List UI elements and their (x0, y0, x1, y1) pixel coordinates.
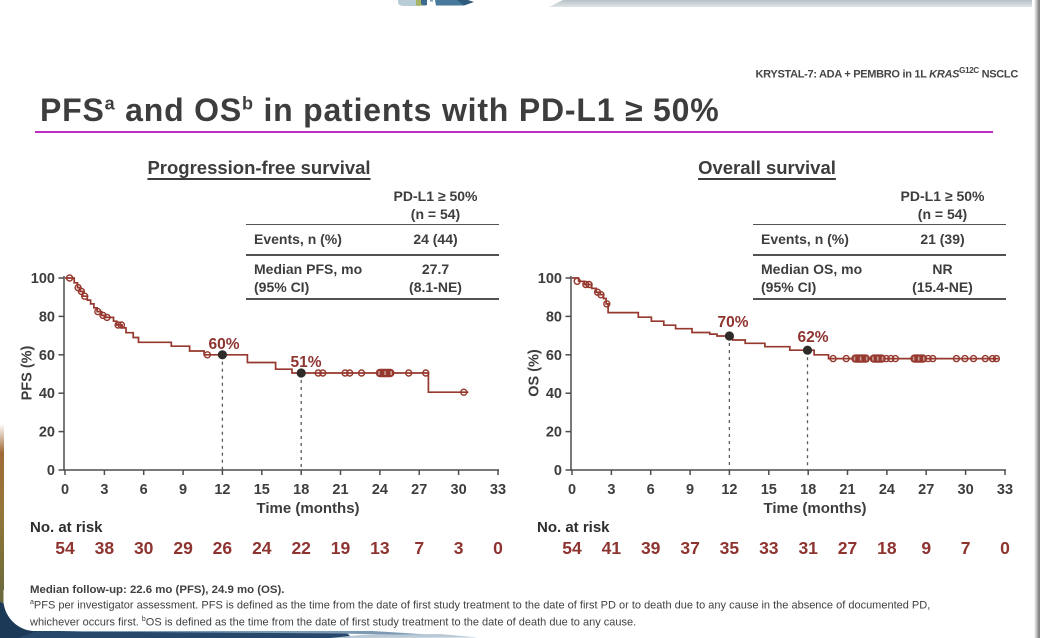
svg-text:3: 3 (607, 482, 615, 498)
svg-text:80: 80 (546, 309, 562, 325)
svg-text:21: 21 (839, 482, 855, 498)
svg-text:60: 60 (546, 348, 562, 364)
svg-text:12: 12 (214, 482, 230, 498)
svg-text:15: 15 (761, 482, 777, 498)
svg-text:6: 6 (140, 482, 148, 498)
svg-text:62%: 62% (797, 329, 828, 346)
svg-text:0: 0 (1000, 538, 1010, 558)
svg-text:100: 100 (31, 271, 55, 287)
svg-text:39: 39 (641, 538, 661, 558)
svg-text:24: 24 (372, 482, 388, 498)
svg-text:33: 33 (997, 482, 1013, 498)
svg-text:54: 54 (55, 538, 75, 558)
svg-text:15: 15 (254, 482, 270, 498)
svg-text:0: 0 (568, 482, 576, 498)
svg-text:27: 27 (918, 482, 934, 498)
svg-text:12: 12 (721, 482, 737, 498)
svg-text:37: 37 (680, 538, 699, 558)
svg-text:18: 18 (877, 538, 897, 558)
svg-text:18: 18 (293, 482, 309, 498)
svg-text:9: 9 (921, 538, 931, 558)
svg-text:33: 33 (759, 538, 779, 558)
svg-text:70%: 70% (717, 314, 748, 331)
svg-text:Time (months): Time (months) (763, 500, 866, 517)
svg-text:3: 3 (100, 482, 108, 498)
svg-text:OS (%): OS (%) (527, 349, 543, 397)
svg-text:No. at risk: No. at risk (30, 519, 103, 536)
svg-text:80: 80 (39, 309, 55, 325)
svg-text:35: 35 (720, 538, 740, 558)
svg-text:60: 60 (39, 348, 55, 364)
svg-text:No. at risk: No. at risk (537, 519, 610, 536)
svg-text:7: 7 (414, 538, 424, 558)
svg-text:29: 29 (173, 538, 193, 558)
svg-text:40: 40 (546, 386, 562, 402)
svg-text:9: 9 (179, 482, 187, 498)
svg-text:24: 24 (879, 482, 895, 498)
svg-text:30: 30 (451, 482, 467, 498)
svg-text:3: 3 (454, 538, 464, 558)
svg-text:6: 6 (647, 482, 655, 498)
svg-text:13: 13 (370, 538, 390, 558)
svg-text:100: 100 (538, 271, 562, 287)
svg-text:22: 22 (291, 538, 311, 558)
svg-text:0: 0 (493, 538, 503, 558)
svg-text:27: 27 (838, 538, 857, 558)
svg-text:54: 54 (562, 538, 582, 558)
svg-text:20: 20 (39, 425, 55, 441)
svg-text:19: 19 (331, 538, 351, 558)
svg-text:33: 33 (490, 482, 506, 498)
svg-text:20: 20 (546, 425, 562, 441)
svg-text:26: 26 (213, 538, 233, 558)
svg-text:30: 30 (958, 482, 974, 498)
svg-text:51%: 51% (290, 354, 321, 371)
svg-text:38: 38 (95, 538, 115, 558)
svg-text:9: 9 (686, 482, 694, 498)
svg-text:21: 21 (332, 482, 348, 498)
svg-text:41: 41 (602, 538, 622, 558)
svg-text:0: 0 (47, 463, 55, 479)
svg-text:27: 27 (411, 482, 427, 498)
svg-text:PFS (%): PFS (%) (20, 345, 36, 400)
svg-text:24: 24 (252, 538, 272, 558)
svg-text:7: 7 (961, 538, 971, 558)
svg-text:31: 31 (798, 538, 818, 558)
svg-text:40: 40 (39, 386, 55, 402)
svg-text:18: 18 (800, 482, 816, 498)
svg-text:30: 30 (134, 538, 154, 558)
svg-text:Time (months): Time (months) (256, 500, 359, 517)
svg-text:0: 0 (61, 482, 69, 498)
svg-text:60%: 60% (208, 336, 239, 353)
svg-text:0: 0 (554, 463, 562, 479)
